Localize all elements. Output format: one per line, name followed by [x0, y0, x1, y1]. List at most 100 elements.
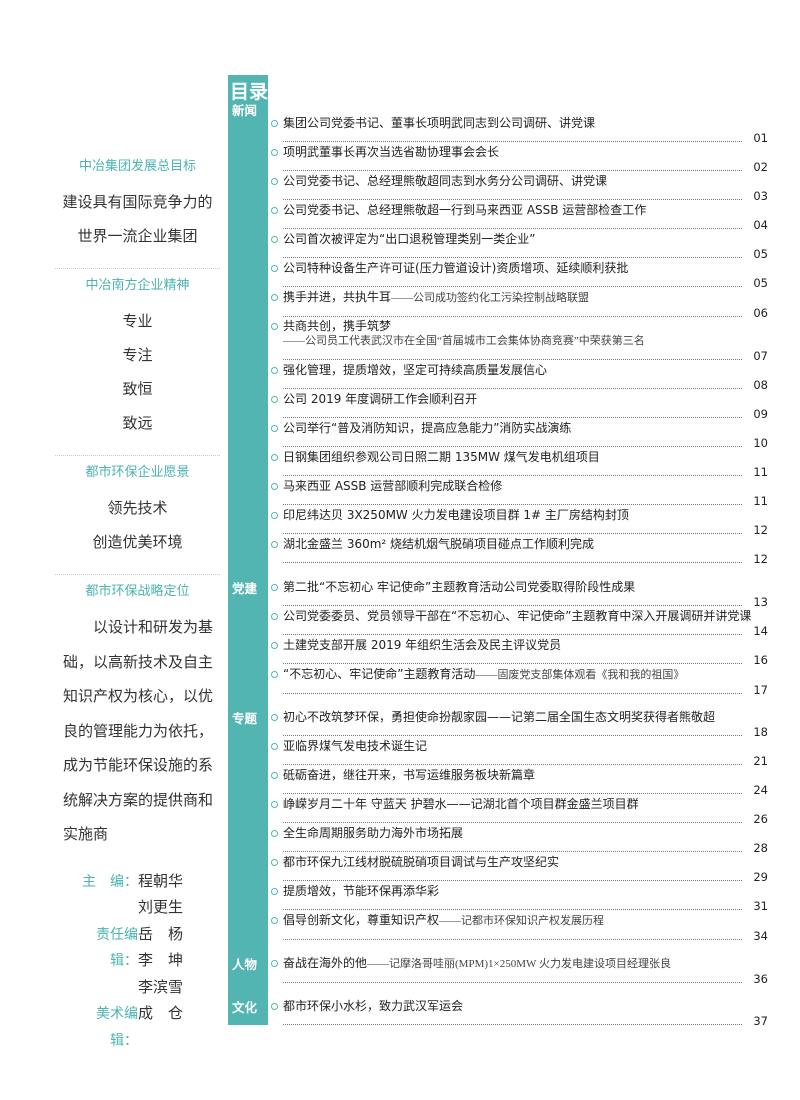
- toc-entry: 日钢集团组织参观公司日照二期 135MW 煤气发电机组项目 11: [271, 450, 768, 479]
- page-number: 07: [753, 349, 768, 363]
- title-text: 公司特种设备生产许可证(压力管道设计)资质增项、延续顺利获批: [283, 261, 629, 275]
- dot-leader: [283, 663, 742, 664]
- dot-leader: [283, 141, 742, 142]
- leader: 11: [283, 465, 768, 479]
- entries: 第二批“不忘初心 牢记使命”主题教育活动公司党委取得阶段性成果 13 公司党委委员、…: [271, 580, 768, 697]
- toc-entry: 都市环保九江线材脱硫脱硝项目调试与生产攻坚纪实 29: [271, 855, 768, 884]
- dot-leader: [283, 446, 742, 447]
- leader: 17: [283, 683, 768, 697]
- toc-entry: 共商共创，携手筑梦 ——公司员工代表武汉市在全国“首届城市工会集体协商竞赛”中荣获…: [271, 319, 768, 363]
- dot-leader: [283, 939, 742, 940]
- toc-section: 新闻 集团公司党委书记、董事长项明武同志到公司调研、讲党课 01 项明武董事长再次当选…: [228, 102, 768, 566]
- page-number: 11: [753, 494, 768, 508]
- left-section: 都市环保企业愿景 领先技术 创造优美环境: [55, 455, 220, 574]
- title-text: 日钢集团组织参观公司日照二期 135MW 煤气发电机组项目: [283, 450, 600, 464]
- leader: 09: [283, 407, 768, 421]
- toc-section: 专题 初心不改筑梦环保，勇担使命扮靓家园——记第二届全国生态文明奖获得者熊敬超 18…: [228, 696, 768, 943]
- toc-entry: 公司首次被评定为“出口退税管理类别一类企业” 05: [271, 232, 768, 261]
- entry-dot: [271, 960, 278, 967]
- dot-leader: [283, 359, 742, 360]
- leader: 11: [283, 494, 768, 508]
- staff-role: 主 编：: [82, 873, 138, 890]
- entry-title: 公司党委书记、总经理熊敬超一行到马来西亚 ASSB 运营部检查工作: [283, 203, 723, 218]
- entry-title: 集团公司党委书记、董事长项明武同志到公司调研、讲党课: [283, 116, 723, 131]
- entry-title: 公司党委委员、党员领导干部在“不忘初心、牢记使命”主题教育中深入开展调研并讲党课: [283, 609, 751, 624]
- entry-dot: [271, 483, 278, 490]
- leader: 07: [283, 349, 768, 363]
- paragraph-line: 统解决方案的提供商和: [63, 792, 214, 809]
- toc-entry: 初心不改筑梦环保，勇担使命扮靓家园——记第二届全国生态文明奖获得者熊敬超 18: [271, 710, 768, 739]
- left-line: 专业: [122, 314, 153, 330]
- leader: 13: [283, 595, 768, 609]
- toc-entry: 砥砺奋进，继往开来，书写运维服务板块新篇章 24: [271, 768, 768, 797]
- page-number: 08: [753, 378, 768, 392]
- toc-entry: 亚临界煤气发电技术诞生记 21: [271, 739, 768, 768]
- page-number: 05: [753, 247, 768, 261]
- leader: 04: [283, 218, 768, 232]
- entry-title: 携手并进，共执牛耳——公司成功签约化工污染控制战略联盟: [283, 290, 723, 306]
- staff-row: 责任编辑：岳 杨李 坤李滨雪: [70, 922, 220, 1002]
- leader: 12: [283, 523, 768, 537]
- entry-title: 公司首次被评定为“出口退税管理类别一类企业”: [283, 232, 723, 247]
- dot-leader: [283, 693, 742, 694]
- toc-entry: 公司党委书记、总经理熊敬超同志到水务分公司调研、讲党课 03: [271, 174, 768, 203]
- entry-title: 共商共创，携手筑梦 ——公司员工代表武汉市在全国“首届城市工会集体协商竞赛”中荣获…: [283, 319, 723, 349]
- staff-names: 程朝华 刘更生: [138, 869, 183, 922]
- dot-leader: [283, 533, 742, 534]
- leader: 05: [283, 276, 768, 290]
- section-label: 专题: [232, 711, 258, 726]
- left-line: 世界一流企业集团: [77, 229, 198, 245]
- entry-subtitle: ——记都市环保知识产权发展历程: [439, 915, 605, 927]
- staff-name: 刘更生: [138, 900, 184, 916]
- entry-title: 第二批“不忘初心 牢记使命”主题教育活动公司党委取得阶段性成果: [283, 580, 723, 595]
- entries: 初心不改筑梦环保，勇担使命扮靓家园——记第二届全国生态文明奖获得者熊敬超 18 亚临…: [271, 710, 768, 943]
- page-number: 34: [753, 929, 768, 943]
- entry-dot: [271, 425, 278, 432]
- page-number: 37: [753, 1014, 768, 1028]
- toc-entry: 倡导创新文化，尊重知识产权——记都市环保知识产权发展历程 34: [271, 913, 768, 943]
- entry-dot: [271, 642, 278, 649]
- page-number: 18: [753, 725, 768, 739]
- leader: 29: [283, 870, 768, 884]
- leader: 12: [283, 552, 768, 566]
- dot-leader: [283, 286, 742, 287]
- entry-title: “不忘初心、牢记使命”主题教育活动——固废党支部集体观看《我和我的祖国》: [283, 667, 723, 683]
- page-number: 04: [753, 218, 768, 232]
- paragraph-line: 良的管理能力为依托，: [63, 723, 214, 740]
- toc-entry: 公司党委书记、总经理熊敬超一行到马来西亚 ASSB 运营部检查工作 04: [271, 203, 768, 232]
- dot-leader: [283, 764, 742, 765]
- left-section: 都市环保战略定位 以设计和研发为基 础，以高新技术及自主 知识产权为核心，以优 良的管理…: [55, 574, 220, 867]
- entry-dot: [271, 454, 278, 461]
- dot-leader: [283, 417, 742, 418]
- toc-entry: 都市环保小水杉，致力武汉军运会 37: [271, 999, 768, 1028]
- staff-list: 主 编： 程朝华 刘更生 责任编辑：岳 杨李 坤李滨雪 美术编辑：成 仓: [55, 869, 220, 1055]
- left-line: 致恒: [122, 382, 153, 398]
- toc-entry: 强化管理，提质增效，坚定可持续高质量发展信心 08: [271, 363, 768, 392]
- entry-title: 砥砺奋进，继往开来，书写运维服务板块新篇章: [283, 768, 723, 783]
- page-number: 13: [753, 595, 768, 609]
- staff-role: 美术编辑：: [96, 1006, 138, 1049]
- title-text: 强化管理，提质增效，坚定可持续高质量发展信心: [283, 363, 548, 377]
- toc-bar: [228, 75, 268, 1025]
- leader: 21: [283, 754, 768, 768]
- entry-title: 亚临界煤气发电技术诞生记: [283, 739, 723, 754]
- entry-title: 公司举行“普及消防知识，提高应急能力”消防实战演练: [283, 421, 723, 436]
- left-line: 创造优美环境: [92, 535, 183, 551]
- staff-role: 责任编辑：: [96, 926, 138, 970]
- entry-subtitle: ——公司员工代表武汉市在全国“首届城市工会集体协商竞赛”中荣获第三名: [283, 335, 645, 347]
- left-line: 致远: [122, 416, 153, 432]
- dot-leader: [283, 199, 742, 200]
- page-number: 26: [753, 812, 768, 826]
- title-text: 公司党委委员、党员领导干部在“不忘初心、牢记使命”主题教育中深入开展调研并讲党课: [283, 609, 752, 623]
- title-text: 公司举行“普及消防知识，提高应急能力”消防实战演练: [283, 421, 572, 435]
- entry-dot: [271, 714, 278, 721]
- title-text: 砥砺奋进，继往开来，书写运维服务板块新篇章: [283, 768, 536, 782]
- left-section: 中冶南方企业精神 专业 专注 致恒 致远: [55, 268, 220, 455]
- title-text: 峥嵘岁月二十年 守蓝天 护碧水——记湖北首个项目群金盛兰项目群: [283, 797, 639, 811]
- title-text: 共商共创，携手筑梦: [283, 319, 392, 333]
- paragraph-line: 础，以高新技术及自主: [63, 654, 214, 671]
- page-number: 03: [753, 189, 768, 203]
- title-text: 亚临界煤气发电技术诞生记: [283, 739, 428, 753]
- entry-dot: [271, 512, 278, 519]
